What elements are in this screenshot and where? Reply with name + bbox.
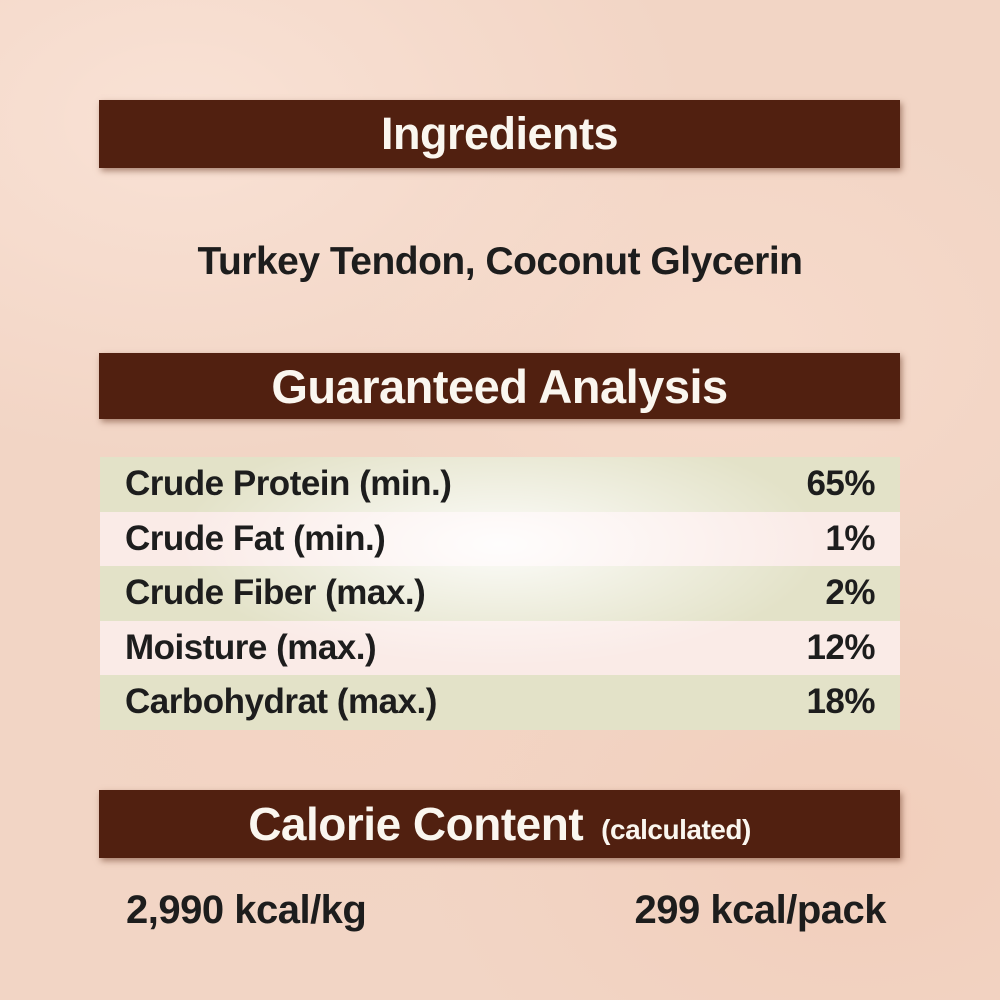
analysis-value: 18% [806, 682, 875, 722]
table-row: Moisture (max.) 12% [100, 620, 900, 675]
analysis-label: Moisture (max.) [125, 627, 377, 667]
calorie-content-header-subtitle: (calculated) [601, 814, 751, 845]
calorie-content-header: Calorie Content (calculated) [99, 790, 900, 858]
analysis-label: Crude Protein (min.) [125, 464, 452, 504]
ingredients-header: Ingredients [99, 100, 900, 168]
guaranteed-analysis-table: Crude Protein (min.) 65% Crude Fat (min.… [100, 457, 900, 730]
table-row: Carbohydrat (max.) 18% [100, 675, 900, 730]
calories-per-pack: 299 kcal/pack [634, 888, 887, 932]
calories-per-kg: 2,990 kcal/kg [126, 888, 367, 932]
analysis-value: 12% [806, 627, 875, 667]
analysis-value: 1% [825, 518, 875, 558]
guaranteed-analysis-header-title: Guaranteed Analysis [271, 359, 728, 413]
guaranteed-analysis-header: Guaranteed Analysis [99, 353, 900, 419]
table-row: Crude Protein (min.) 65% [100, 457, 900, 512]
analysis-label: Crude Fiber (max.) [125, 573, 426, 613]
calorie-values: 2,990 kcal/kg 299 kcal/pack [100, 888, 900, 933]
ingredients-list: Turkey Tendon, Coconut Glycerin [197, 240, 803, 283]
table-row: Crude Fat (min.) 1% [100, 511, 900, 566]
table-row: Crude Fiber (max.) 2% [100, 566, 900, 621]
analysis-value: 65% [806, 464, 875, 504]
analysis-value: 2% [825, 573, 875, 613]
ingredients-header-title: Ingredients [380, 108, 619, 159]
analysis-label: Crude Fat (min.) [125, 518, 386, 558]
calorie-content-header-title: Calorie Content [248, 798, 584, 850]
analysis-label: Carbohydrat (max.) [125, 682, 437, 722]
